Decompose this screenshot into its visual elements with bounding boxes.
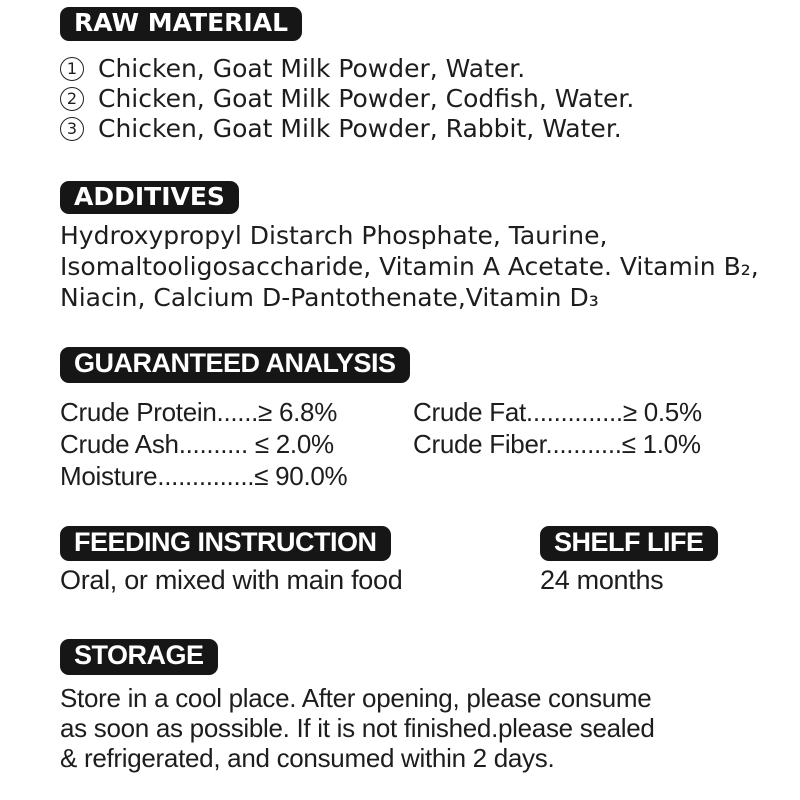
guaranteed-analysis-header: GUARANTEED ANALYSIS (60, 347, 410, 383)
storage-paragraph: Store in a cool place. After opening, pl… (60, 683, 760, 773)
raw-material-item-text: Chicken, Goat Milk Powder, Codfish, Wate… (98, 84, 635, 113)
additives-header: ADDITIVES (60, 180, 239, 214)
storage-line: as soon as possible. If it is not finish… (60, 713, 655, 744)
raw-material-header: RAW MATERIAL (60, 7, 303, 41)
feeding-shelf-row: FEEDING INSTRUCTION Oral, or mixed with … (60, 525, 760, 596)
shelf-life-text: 24 months (540, 565, 664, 596)
analysis-row: Crude Fat..............≥ 0.5% (413, 396, 702, 427)
additives-section: ADDITIVES Hydroxypropyl Distarch Phospha… (60, 144, 760, 314)
raw-material-item: 3 Chicken, Goat Milk Powder, Rabbit, Wat… (60, 114, 760, 144)
raw-material-item: 1 Chicken, Goat Milk Powder, Water. (60, 54, 760, 84)
shelf-life-section: SHELF LIFE 24 months (540, 525, 760, 596)
guaranteed-analysis-table: Crude Protein......≥ 6.8% Crude Ash.....… (60, 396, 760, 492)
storage-header: STORAGE (60, 639, 218, 676)
analysis-right-column: Crude Fat..............≥ 0.5% Crude Fibe… (413, 396, 760, 492)
additives-paragraph: Hydroxypropyl Distarch Phosphate, Taurin… (60, 220, 760, 313)
raw-material-list: 1 Chicken, Goat Milk Powder, Water. 2 Ch… (60, 54, 760, 144)
feeding-instruction-section: FEEDING INSTRUCTION Oral, or mixed with … (60, 525, 540, 596)
guaranteed-analysis-section: GUARANTEED ANALYSIS Crude Protein......≥… (60, 313, 760, 492)
raw-material-item-text: Chicken, Goat Milk Powder, Rabbit, Water… (98, 114, 622, 143)
feeding-instruction-text: Oral, or mixed with main food (60, 565, 403, 596)
analysis-row: Crude Protein......≥ 6.8% (60, 396, 338, 427)
raw-material-section: RAW MATERIAL 1 Chicken, Goat Milk Powder… (60, 7, 760, 144)
storage-line: Store in a cool place. After opening, pl… (60, 683, 652, 714)
analysis-row: Crude Fiber...........≤ 1.0% (413, 428, 701, 459)
circled-number-badge: 2 (60, 86, 84, 111)
additives-line: Isomaltooligosaccharide, Vitamin A Aceta… (60, 252, 759, 281)
raw-material-item-text: Chicken, Goat Milk Powder, Water. (98, 54, 526, 83)
circled-number-badge: 3 (60, 116, 84, 141)
raw-material-item: 2 Chicken, Goat Milk Powder, Codfish, Wa… (60, 84, 760, 114)
analysis-row: Moisture..............≤ 90.0% (60, 460, 348, 491)
analysis-left-column: Crude Protein......≥ 6.8% Crude Ash.....… (60, 396, 413, 492)
additives-line: Niacin, Calcium D-Pantothenate,Vitamin D… (60, 283, 599, 312)
circled-number-badge: 1 (60, 56, 84, 81)
analysis-row: Crude Ash.......... ≤ 2.0% (60, 428, 334, 459)
storage-line: & refrigerated, and consumed within 2 da… (60, 743, 555, 774)
storage-section: STORAGE Store in a cool place. After ope… (60, 595, 760, 773)
additives-line: Hydroxypropyl Distarch Phosphate, Taurin… (60, 221, 608, 250)
shelf-life-header: SHELF LIFE (540, 525, 718, 562)
feeding-instruction-header: FEEDING INSTRUCTION (60, 525, 391, 562)
